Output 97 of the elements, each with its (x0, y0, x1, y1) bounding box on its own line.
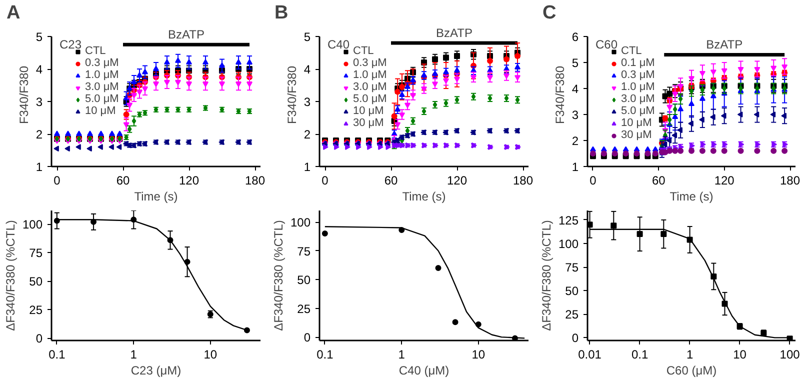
legend-label: 3.0 μM (85, 81, 119, 93)
y-axis-title: ΔF340/F380 (%CTL) (3, 220, 18, 331)
chart-title: C (542, 2, 556, 24)
annotation: C23 (60, 38, 82, 52)
y-tick-label: 50 (565, 284, 579, 298)
y-tick-label: 5 (36, 30, 43, 44)
legend-label: CTL (85, 45, 106, 57)
annotation: C60 (596, 38, 618, 52)
y-tick-label: 50 (29, 274, 43, 289)
y-tick-label: 4 (304, 62, 311, 76)
legend-label: 5.0 μM (621, 105, 655, 117)
x-tick-label: 60 (384, 174, 398, 188)
x-tick-label: 0.1 (48, 348, 66, 362)
series-label: BzATP (706, 38, 743, 52)
legend-label: 1.0 μM (85, 69, 119, 81)
y-axis-title: ΔF340/F380 (%CTL) (539, 220, 554, 331)
x-tick-label: 10 (472, 348, 486, 362)
x-tick-label: 180 (780, 174, 800, 188)
x-tick-label: 0.1 (631, 348, 648, 362)
x-axis-title: Time (s) (134, 190, 178, 204)
legend-label: CTL (621, 45, 642, 57)
y-tick-label: 5 (304, 30, 311, 44)
x-tick-label: 10 (204, 348, 218, 362)
legend-label: 10 μM (621, 117, 652, 129)
y-tick-label: 5 (572, 56, 579, 70)
y-tick-label: 4 (36, 62, 43, 76)
legend-label: 3.0 μM (621, 93, 655, 105)
y-tick-label: 75 (565, 260, 579, 275)
legend-label: 5.0 μM (353, 93, 387, 105)
series-label: BzATP (436, 26, 472, 40)
x-tick-label: 1 (686, 348, 694, 362)
chart-title: A (6, 2, 20, 24)
x-tick-label: 100 (780, 348, 800, 362)
x-axis-title: Time (s) (402, 190, 446, 204)
y-tick-label: 2 (304, 128, 311, 142)
chart-title: B (274, 2, 288, 24)
x-tick-label: 120 (446, 174, 468, 188)
y-tick-label: 75 (297, 244, 311, 258)
x-tick-label: 180 (244, 174, 266, 188)
legend-label: 10 μM (85, 105, 116, 117)
legend-label: 10 μM (353, 105, 384, 117)
annotation: C40 (328, 38, 350, 52)
y-tick-label: 1 (36, 160, 43, 174)
y-axis-title: F340/F380 (284, 66, 299, 124)
x-axis-title: Time (s) (670, 190, 714, 204)
x-tick-label: 10 (733, 348, 747, 362)
legend-label: 30 μM (353, 117, 384, 129)
x-tick-label: 120 (178, 174, 200, 188)
y-tick-label: 75 (29, 246, 43, 260)
x-tick-label: 1 (398, 348, 406, 362)
y-tick-label: 6 (572, 30, 579, 44)
legend-label: CTL (353, 45, 374, 57)
y-tick-label: 0 (304, 330, 311, 345)
legend-label: 0.3 μM (353, 57, 387, 69)
y-tick-label: 100 (290, 216, 311, 230)
y-tick-label: 2 (572, 134, 579, 148)
x-tick-label: 120 (714, 174, 735, 188)
legend-label: 0.3 μM (621, 69, 655, 81)
legend-label: 0.1 μM (621, 57, 655, 69)
y-tick-label: 3 (36, 95, 43, 109)
y-tick-label: 25 (29, 303, 43, 318)
x-tick-label: 60 (116, 174, 130, 188)
legend-label: 1.0 μM (621, 81, 655, 93)
y-tick-label: 0 (572, 331, 579, 346)
x-tick-label: 0 (322, 174, 329, 188)
x-tick-label: 1 (130, 348, 138, 362)
y-tick-label: 125 (558, 213, 579, 228)
y-axis-title: F340/F380 (552, 66, 567, 124)
x-tick-label: 0 (590, 174, 597, 188)
y-axis-title: F340/F380 (16, 66, 31, 124)
x-tick-label: 0.01 (578, 348, 602, 362)
y-tick-label: 50 (297, 273, 311, 288)
x-axis-title: C40 (μM) (398, 364, 450, 378)
y-tick-label: 0 (36, 332, 43, 346)
y-tick-label: 25 (297, 302, 311, 316)
x-tick-label: 0 (54, 174, 61, 188)
y-tick-label: 2 (36, 128, 43, 142)
y-tick-label: 1 (304, 160, 311, 174)
legend-label: 3.0 μM (353, 81, 387, 93)
y-axis-title: ΔF340/F380 (%CTL) (271, 220, 286, 331)
legend-label: 30 μM (621, 129, 652, 141)
series-label: BzATP (168, 28, 204, 42)
x-axis-title: C60 (μM) (666, 364, 717, 378)
x-tick-label: 0.1 (316, 348, 334, 362)
y-tick-label: 4 (572, 82, 579, 96)
x-tick-label: 180 (512, 174, 534, 188)
y-tick-label: 100 (558, 236, 579, 251)
y-tick-label: 1 (572, 160, 579, 174)
x-axis-title: C23 (μM) (130, 364, 182, 378)
y-tick-label: 3 (304, 95, 311, 109)
legend-label: 0.3 μM (85, 57, 119, 69)
y-tick-label: 100 (22, 218, 43, 232)
y-tick-label: 3 (572, 108, 579, 122)
x-tick-label: 60 (652, 174, 666, 188)
legend-label: 5.0 μM (85, 93, 119, 105)
legend-label: 1.0 μM (353, 69, 387, 81)
y-tick-label: 25 (565, 308, 579, 322)
